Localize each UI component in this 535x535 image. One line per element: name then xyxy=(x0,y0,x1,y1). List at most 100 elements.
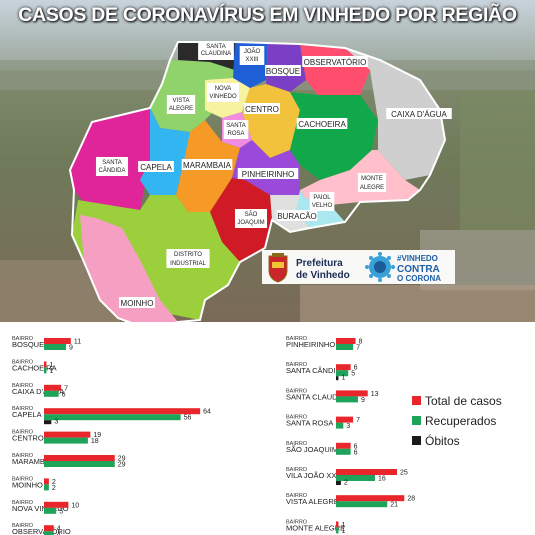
region-label-capela: CAPELA xyxy=(140,163,172,172)
logo-strip-background xyxy=(262,250,455,284)
bar-prefix-vista-alegre: BAIRRO xyxy=(286,493,308,499)
bar-total-de-casos-cachoeira xyxy=(44,361,47,368)
region-label-vista-alegre: VISTA ALEGRE xyxy=(169,98,193,112)
bar-prefix-nova-vinhedo: BAIRRO xyxy=(12,500,34,506)
region-label-box-centro xyxy=(244,103,280,114)
bar-total-de-casos-vila-joao-xxiii xyxy=(336,469,397,475)
value-total-de-casos-observatorio: 4 xyxy=(57,526,61,533)
region-label-bosque: BOSQUE xyxy=(266,67,300,76)
bar-recuperados-cachoeira xyxy=(44,367,47,374)
bar-label-bosque: BOSQUE xyxy=(12,340,44,349)
bar-prefix-moinho: BAIRRO xyxy=(12,476,34,482)
bar-recuperados-marambaia xyxy=(44,461,115,467)
bar-total-de-casos-capela xyxy=(44,408,201,415)
bar-label-santa-claudina: SANTA CLAUDINA xyxy=(286,392,350,401)
value-total-de-casos-caixa-d-agua: 7 xyxy=(64,385,68,392)
campaign-line3: O CORONA xyxy=(397,274,441,283)
region-label-pinheirinho: PINHEIRINHO xyxy=(242,170,294,179)
bar-total-de-casos-santa-rosa xyxy=(336,416,354,423)
bar-label-sao-joaquim: SÃO JOAQUIM xyxy=(286,445,338,454)
bar-label-moinho: MOINHO xyxy=(12,480,43,489)
bar-obitos-santa-candida xyxy=(336,376,339,381)
bar-recuperados-vista-alegre xyxy=(336,501,388,508)
region-label-box-observatorio xyxy=(302,56,368,67)
campaign-line1: #VINHEDO xyxy=(397,254,438,263)
bar-total-de-casos-bosque xyxy=(44,338,71,344)
value-total-de-casos-pinheirinho: 8 xyxy=(359,339,363,346)
value-recuperados-marambaia: 29 xyxy=(118,462,126,469)
bar-recuperados-monte-alegre xyxy=(336,527,339,534)
bar-label-marambaia: MARAMBAIA xyxy=(12,457,57,466)
bar-total-de-casos-nova-vinhedo xyxy=(44,501,69,508)
region-label-box-caixa-d-agua xyxy=(386,108,452,119)
region-label-monte-alegre: MONTE ALEGRE xyxy=(360,176,384,191)
bar-recuperados-moinho xyxy=(44,484,49,491)
bar-prefix-capela: BAIRRO xyxy=(12,406,34,412)
value-recuperados-santa-rosa: 3 xyxy=(346,423,350,430)
bar-total-de-casos-vista-alegre xyxy=(336,495,405,502)
region-label-box-distrito-industrial xyxy=(166,249,210,268)
logo-strip: Prefeitura de Vinhedo #VINHEDO CONTRA O … xyxy=(262,250,455,284)
region-cachoeira xyxy=(290,92,378,180)
region-label-nova-vinhedo: NOVA VINHEDO xyxy=(209,86,237,100)
bar-recuperados-santa-rosa xyxy=(336,422,344,429)
value-recuperados-santa-claudina: 9 xyxy=(361,397,365,404)
region-label-box-vista-alegre xyxy=(166,95,196,114)
bar-recuperados-centro xyxy=(44,437,88,444)
region-label-box-capela xyxy=(138,161,174,172)
bar-label-nova-vinhedo: NOVA VINHEDO xyxy=(12,504,69,513)
legend-label-obitos: Óbitos xyxy=(425,433,460,448)
bar-recuperados-santa-candida xyxy=(336,370,349,377)
value-total-de-casos-santa-claudina: 13 xyxy=(371,391,379,398)
legend-swatch-obitos xyxy=(412,436,421,445)
bar-prefix-marambaia: BAIRRO xyxy=(12,453,34,459)
bar-recuperados-nova-vinhedo xyxy=(44,507,57,514)
value-total-de-casos-marambaia: 29 xyxy=(118,456,126,463)
region-label-box-marambaia xyxy=(181,159,233,170)
value-total-de-casos-santa-rosa: 7 xyxy=(356,417,360,424)
legend-swatch-total-de-casos xyxy=(412,396,421,405)
value-total-de-casos-capela: 64 xyxy=(203,409,211,416)
bar-prefix-cachoeira: BAIRRO xyxy=(12,359,34,365)
region-label-box-monte-alegre xyxy=(357,173,387,192)
value-recuperados-caixa-d-agua: 6 xyxy=(62,391,66,398)
bar-prefix-sao-joaquim: BAIRRO xyxy=(286,441,308,447)
region-label-box-nova-vinhedo xyxy=(206,83,240,102)
bar-prefix-pinheirinho: BAIRRO xyxy=(286,336,308,342)
value-recuperados-cachoeira: 1 xyxy=(49,368,53,375)
region-label-box-pinheirinho xyxy=(237,168,299,179)
region-label-box-moinho xyxy=(119,297,155,308)
bar-recuperados-pinheirinho xyxy=(336,344,354,350)
value-recuperados-moinho: 2 xyxy=(52,485,56,492)
region-pinheirinho xyxy=(232,140,300,195)
bar-total-de-casos-santa-claudina xyxy=(336,390,368,397)
bar-total-de-casos-centro xyxy=(44,431,91,438)
region-label-box-joao-xxiii xyxy=(239,46,265,65)
bar-label-observatorio: OBSERVATÓRIO xyxy=(12,527,71,535)
value-recuperados-vista-alegre: 21 xyxy=(390,502,398,509)
region-centro xyxy=(242,84,300,158)
vinhedo-region-map xyxy=(68,41,447,332)
region-label-box-sao-joaquim xyxy=(234,209,268,228)
bar-label-vila-joao-xxiii: VILA JOÃO XXIII xyxy=(286,471,343,480)
region-label-box-bosque xyxy=(265,65,301,76)
region-label-box-santa-rosa xyxy=(223,120,249,139)
value-total-de-casos-moinho: 2 xyxy=(52,479,56,486)
region-label-box-buracao xyxy=(276,210,318,221)
chart-legend: Total de casos Recuperados Óbitos xyxy=(412,394,502,448)
value-obitos-santa-candida: 1 xyxy=(341,375,345,382)
bar-recuperados-bosque xyxy=(44,344,66,350)
prefeitura-line2: de Vinhedo xyxy=(296,270,350,281)
bar-prefix-caixa-d-agua: BAIRRO xyxy=(12,383,34,389)
bar-label-capela: CAPELA xyxy=(12,410,42,419)
bar-label-santa-candida: SANTA CÂNDIDA xyxy=(286,366,346,375)
value-total-de-casos-centro: 19 xyxy=(93,432,101,439)
bar-obitos-capela xyxy=(44,420,52,425)
bar-label-pinheirinho: PINHEIRINHO xyxy=(286,340,335,349)
region-label-box-paiol-velho xyxy=(309,192,335,211)
value-recuperados-nova-vinhedo: 5 xyxy=(59,508,63,515)
value-recuperados-bosque: 9 xyxy=(69,345,73,352)
value-total-de-casos-monte-alegre: 1 xyxy=(341,522,345,529)
bar-label-monte-alegre: MONTE ALEGRE xyxy=(286,523,345,532)
